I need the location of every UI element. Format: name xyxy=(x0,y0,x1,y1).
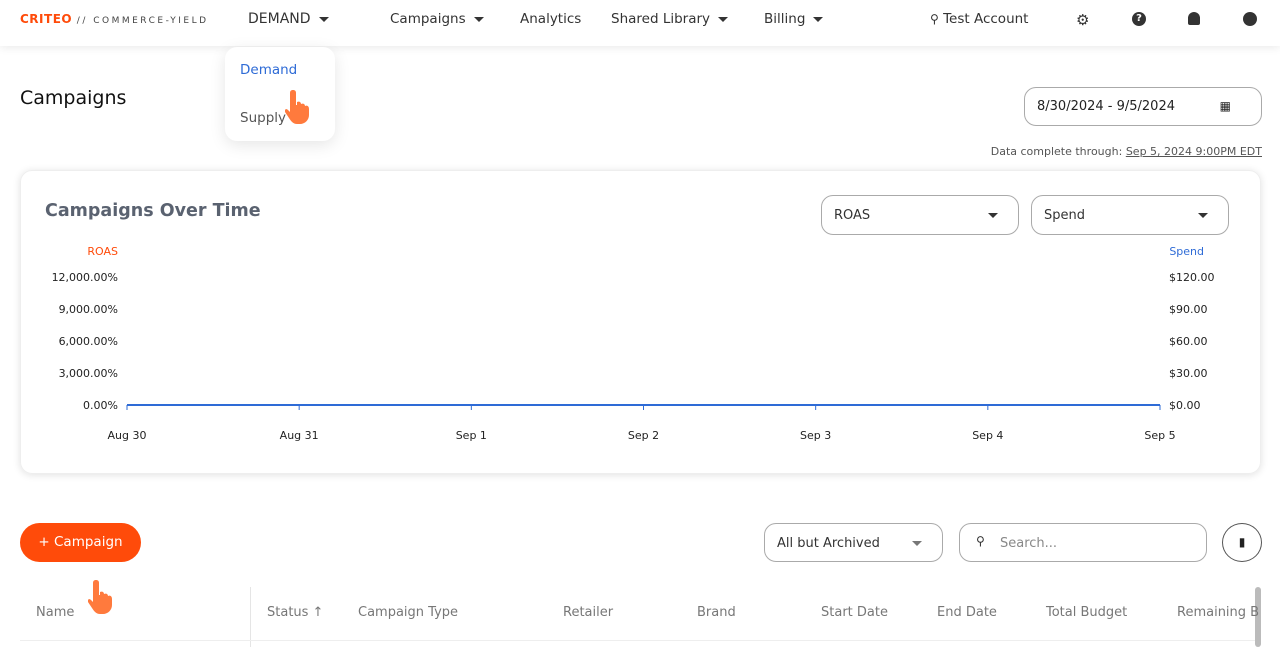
bell-icon[interactable] xyxy=(1188,12,1200,25)
y-left-label: ROAS xyxy=(87,245,118,258)
help-icon[interactable]: ? xyxy=(1132,12,1146,26)
y-left-tick: 12,000.00% xyxy=(52,271,118,284)
y-left-tick: 6,000.00% xyxy=(59,335,118,348)
y-right-tick: $90.00 xyxy=(1169,303,1208,316)
chevron-down-icon xyxy=(718,16,729,22)
column-header[interactable]: Brand xyxy=(697,605,736,620)
nav-analytics[interactable]: Analytics xyxy=(520,11,582,27)
chevron-down-icon xyxy=(813,16,824,22)
y-left-tick: 9,000.00% xyxy=(59,303,118,316)
chart: ROAS Spend 0.00% $0.00 3,000.00% $30.00 6,000.… xyxy=(52,245,1215,442)
x-tick-label: Sep 4 xyxy=(972,429,1003,442)
y-right-tick: $30.00 xyxy=(1169,367,1208,380)
x-tick-label: Sep 3 xyxy=(800,429,831,442)
date-range-picker[interactable]: 8/30/2024 - 9/5/2024 ▦ xyxy=(1024,87,1262,126)
column-header[interactable]: End Date xyxy=(937,605,997,620)
y-right-tick: $0.00 xyxy=(1169,399,1201,412)
logo[interactable]: CRITEO // COMMERCE-YIELD xyxy=(20,12,209,26)
chevron-down-icon xyxy=(912,541,922,546)
pointer-hand-icon xyxy=(88,580,112,614)
search-icon: ⚲ xyxy=(976,534,985,548)
chart-title: Campaigns Over Time xyxy=(45,201,261,221)
column-header[interactable]: Status ↑ xyxy=(267,605,324,620)
nav-billing[interactable]: Billing xyxy=(764,11,824,27)
search-icon: ⚲ xyxy=(930,12,939,26)
account-switcher[interactable]: ⚲ Test Account xyxy=(930,11,1029,27)
nav-demand[interactable]: DEMAND xyxy=(248,11,329,27)
y-left-tick: 0.00% xyxy=(83,399,118,412)
search-input[interactable]: ⚲ Search... xyxy=(959,523,1207,562)
column-divider xyxy=(250,587,251,647)
column-header[interactable]: Name xyxy=(36,605,75,620)
y-left-tick: 3,000.00% xyxy=(59,367,118,380)
scrollbar[interactable] xyxy=(1255,587,1261,647)
x-tick-label: Aug 30 xyxy=(108,429,147,442)
metric2-select[interactable]: Spend xyxy=(1031,195,1229,235)
y-right-label: Spend xyxy=(1169,245,1204,258)
data-complete-link[interactable]: Sep 5, 2024 9:00PM EDT xyxy=(1125,145,1262,158)
y-right-tick: $120.00 xyxy=(1169,271,1215,284)
top-nav: CRITEO // COMMERCE-YIELD DEMAND Campaign… xyxy=(0,0,1280,46)
header-divider xyxy=(20,640,1260,641)
chart-card xyxy=(20,170,1261,474)
x-tick-label: Sep 5 xyxy=(1144,429,1175,442)
menu-item-demand[interactable]: Demand xyxy=(240,62,298,78)
columns-icon[interactable]: ▮ xyxy=(1222,523,1262,562)
menu-item-supply[interactable]: Supply xyxy=(240,110,287,126)
demand-dropdown-menu: Demand Supply xyxy=(225,47,335,141)
nav-shared-library[interactable]: Shared Library xyxy=(611,11,729,27)
gear-icon[interactable]: ⚙ xyxy=(1076,11,1090,29)
page-title: Campaigns xyxy=(20,87,127,109)
x-tick-label: Sep 1 xyxy=(456,429,487,442)
column-header[interactable]: Remaining B xyxy=(1177,605,1260,620)
status-filter-select[interactable]: All but Archived xyxy=(764,523,943,562)
chevron-down-icon xyxy=(318,16,329,22)
add-campaign-button[interactable]: + Campaign xyxy=(20,523,141,562)
chevron-down-icon xyxy=(473,16,484,22)
x-tick-label: Sep 2 xyxy=(628,429,659,442)
column-header[interactable]: Campaign Type xyxy=(358,605,459,620)
calendar-icon: ▦ xyxy=(1219,99,1231,113)
data-complete-note: Data complete through: Sep 5, 2024 9:00P… xyxy=(990,145,1262,158)
user-icon[interactable] xyxy=(1243,12,1257,26)
pointer-hand-icon xyxy=(285,90,309,124)
column-header[interactable]: Retailer xyxy=(563,605,614,620)
column-header[interactable]: Start Date xyxy=(821,605,888,620)
column-header[interactable]: Total Budget xyxy=(1046,605,1128,620)
nav-campaigns[interactable]: Campaigns xyxy=(390,11,484,27)
chevron-down-icon xyxy=(988,213,998,218)
chevron-down-icon xyxy=(1198,213,1208,218)
metric1-select[interactable]: ROAS xyxy=(821,195,1019,235)
x-tick-label: Aug 31 xyxy=(280,429,319,442)
y-right-tick: $60.00 xyxy=(1169,335,1208,348)
